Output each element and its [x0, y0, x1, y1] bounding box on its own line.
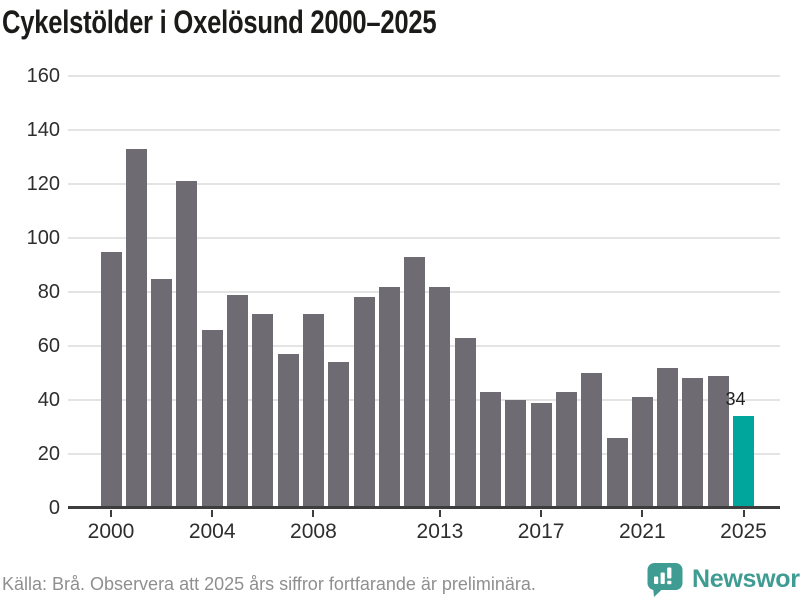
chart-title: Cykelstölder i Oxelösund 2000–2025: [2, 4, 437, 40]
y-axis-label-160: 160: [26, 65, 60, 87]
y-axis-label-100: 100: [26, 227, 60, 249]
x-axis-label-2008: 2008: [290, 520, 337, 543]
bar-chart: 2000 2004 2008 2013 2017 2021 2025 34 0 20 40 60 80…: [26, 65, 780, 543]
gridline-140: [68, 129, 780, 131]
bar-2005: [227, 294, 248, 508]
newsworthy-logo-text: Newsworthy: [692, 564, 800, 593]
gridline-120: [68, 183, 780, 185]
bar-2001: [125, 148, 147, 508]
x-axis-label-2013: 2013: [416, 520, 464, 543]
bar-2008: [302, 313, 324, 508]
bar-2011: [378, 286, 400, 508]
x-axis-label-2004: 2004: [188, 520, 236, 543]
source-note: Källa: Brå. Observera att 2025 års siffr…: [2, 574, 536, 594]
bar-2022: [657, 367, 679, 508]
bar-2018: [555, 391, 577, 508]
bar-2012: [404, 256, 426, 508]
bar-2014: [454, 337, 476, 508]
bar-2003: [176, 181, 198, 508]
bar-2025: [733, 416, 754, 508]
bar-2017: [530, 402, 552, 508]
bar-2016: [505, 400, 527, 508]
bar-2024: [707, 375, 729, 508]
plot-area: 2000 2004 2008 2013 2017 2021 2025 34: [68, 75, 780, 543]
newsworthy-logo-icon: [646, 560, 684, 598]
x-tick-2013: [438, 510, 441, 517]
x-axis-label-2025: 2025: [720, 520, 767, 543]
x-axis-label-2000: 2000: [87, 520, 135, 543]
y-axis-label-120: 120: [26, 173, 60, 195]
bar-2020: [606, 437, 628, 508]
x-tick-2025: [742, 510, 745, 517]
x-tick-2017: [540, 510, 543, 517]
x-tick-2000: [110, 510, 112, 517]
x-axis-label-2017: 2017: [517, 520, 565, 543]
bar-2021: [631, 397, 653, 508]
y-axis-label-140: 140: [26, 119, 60, 141]
y-axis-label-20: 20: [37, 443, 60, 465]
bar-2023: [682, 378, 704, 508]
y-axis-label-40: 40: [37, 389, 60, 411]
bar-2004: [201, 329, 223, 508]
bar-2007: [277, 354, 299, 508]
y-axis-label-60: 60: [37, 335, 60, 357]
x-tick-2008: [312, 510, 315, 517]
gridline-100: [68, 237, 780, 239]
x-tick-2004: [211, 510, 214, 517]
bar-2013: [429, 286, 451, 508]
bar-2002: [151, 278, 173, 508]
bar-value-label: 34: [725, 389, 746, 410]
y-axis-label-80: 80: [37, 281, 60, 303]
bar-2006: [252, 313, 274, 508]
newsworthy-logo[interactable]: Newsworthy: [646, 560, 800, 598]
bar-2019: [581, 373, 603, 508]
x-tick-2021: [641, 510, 644, 517]
gridline-160: [68, 75, 780, 77]
x-axis-label-2021: 2021: [618, 520, 666, 543]
bar-2010: [353, 297, 375, 508]
y-axis-label-0: 0: [48, 497, 60, 519]
bar-2009: [328, 362, 350, 508]
bar-2015: [480, 391, 501, 508]
x-axis-line: [68, 506, 780, 509]
bar-2000: [100, 251, 122, 508]
